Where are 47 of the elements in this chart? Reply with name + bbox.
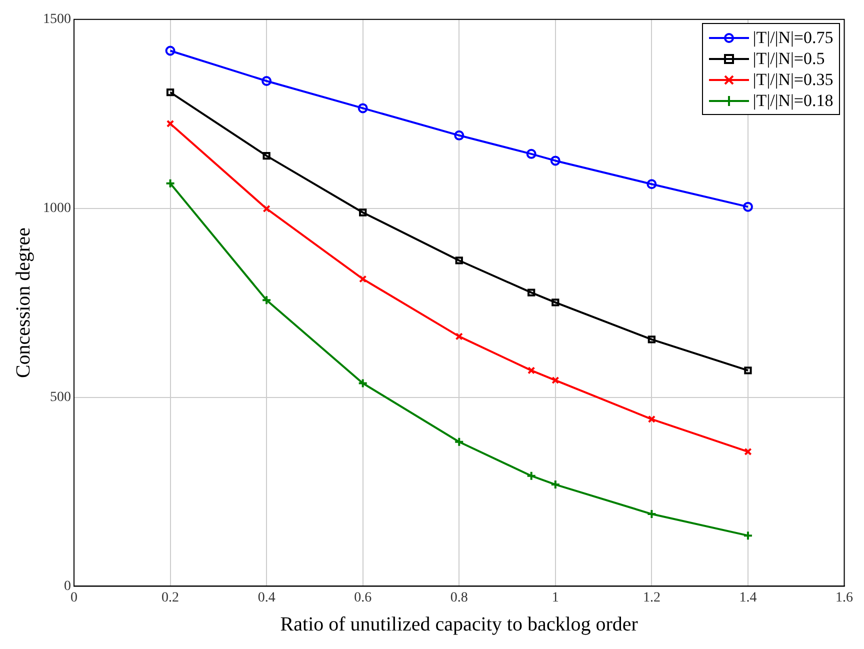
y-tick-label: 500	[50, 390, 71, 405]
y-tick-label: 0	[64, 578, 71, 594]
point	[455, 256, 463, 264]
point	[262, 295, 272, 306]
point	[552, 376, 560, 384]
legend-label: |T|/|N|=0.5	[752, 48, 825, 70]
point	[526, 148, 536, 159]
y-tick-label: 1000	[43, 201, 71, 216]
point	[358, 378, 368, 388]
point	[359, 208, 367, 216]
point	[262, 204, 270, 213]
x-tick-label: 0.6	[354, 590, 372, 606]
x-tick-label: 0.2	[162, 590, 180, 606]
point	[648, 336, 656, 344]
point	[528, 366, 536, 374]
point	[262, 152, 270, 160]
x-tick-label: 1.2	[642, 590, 660, 606]
point	[526, 470, 536, 481]
point	[744, 448, 752, 456]
point	[166, 88, 174, 96]
legend-label: |T|/|N|=0.75	[752, 27, 834, 48]
y-tick-label: 1500	[43, 12, 71, 28]
point	[646, 509, 657, 520]
point	[454, 130, 464, 140]
point	[455, 332, 463, 340]
x-tick-label: 1.6	[836, 590, 853, 606]
point	[742, 202, 753, 212]
point	[528, 288, 536, 296]
legend-label: |T|/|N|=0.35	[752, 69, 834, 90]
x-tick-label: 1.4	[739, 590, 757, 606]
x-tick-label: 0.4	[258, 590, 276, 606]
legend-label: |T|/|N|=0.18	[752, 90, 834, 112]
point	[648, 415, 656, 424]
point	[744, 366, 752, 374]
point	[454, 436, 464, 447]
y-axis-title: Concession degree	[12, 227, 34, 378]
point	[358, 103, 368, 114]
point	[550, 156, 560, 166]
point	[552, 298, 560, 306]
point	[262, 76, 272, 86]
point	[359, 275, 367, 283]
x-axis-title: Ratio of unutilized capacity to backlog order	[280, 613, 638, 636]
point	[165, 46, 176, 56]
point	[550, 480, 560, 490]
x-tick-label: 0.8	[450, 590, 468, 606]
point	[646, 179, 657, 190]
x-tick-label: 1	[552, 590, 559, 606]
